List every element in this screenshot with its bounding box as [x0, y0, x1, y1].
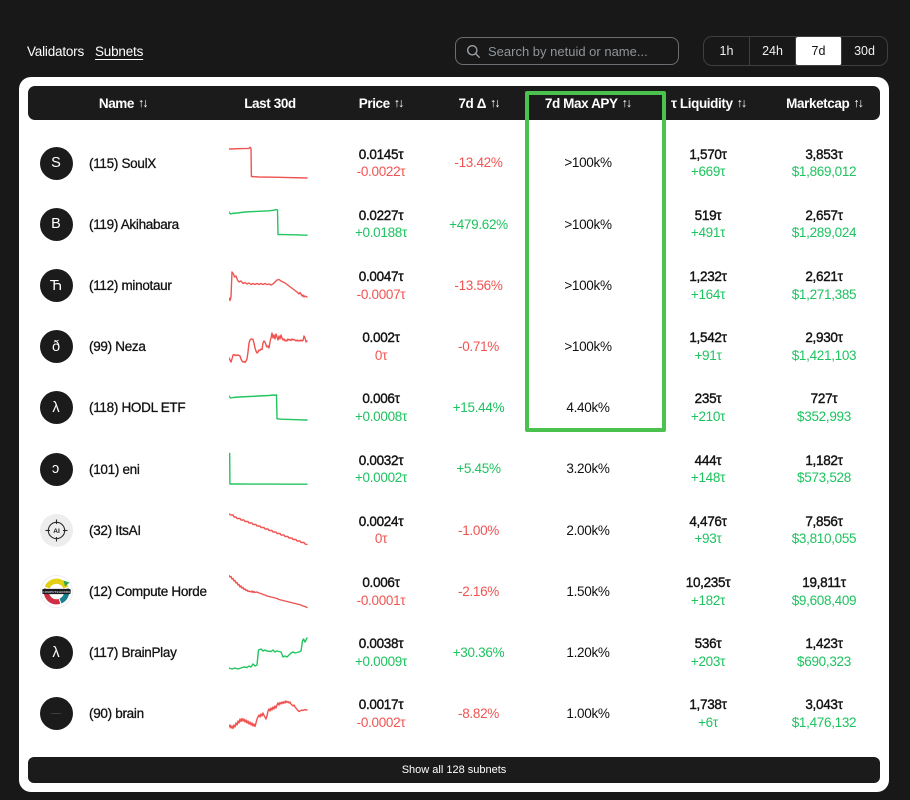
svg-text:COMPUTEHORDE: COMPUTEHORDE [42, 590, 70, 594]
svg-text:AI: AI [53, 528, 60, 535]
